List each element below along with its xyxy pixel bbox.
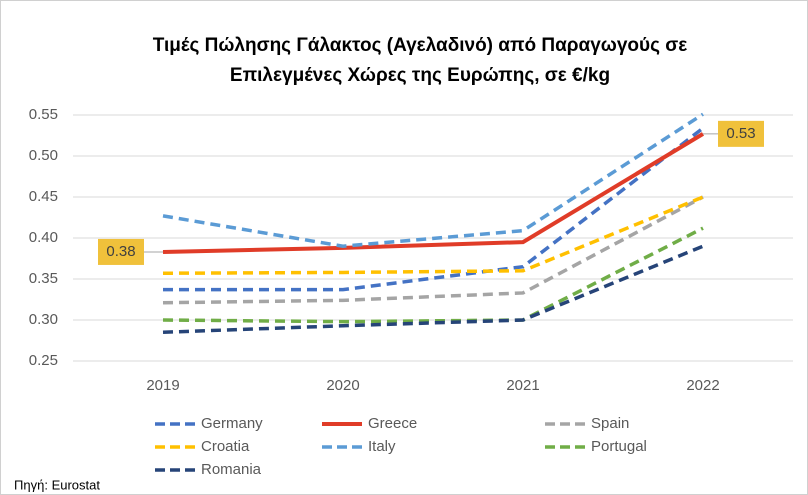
y-tick-label: 0.30 [29,311,58,328]
series-line [162,244,704,335]
legend-label: Italy [368,438,396,455]
data-label-box [98,238,144,265]
chart-title: Επιλεγμένες Χώρες της Ευρώπης, σε €/kg [230,65,610,86]
legend-label: Romania [201,461,262,478]
x-tick-label: 2020 [326,377,359,394]
series-line [162,132,705,254]
y-tick-label: 0.50 [29,147,58,164]
source-note: Πηγή: Eurostat [14,477,100,492]
y-tick-label: 0.25 [29,352,58,369]
chart-title: Τιμές Πώλησης Γάλακτος (Αγελαδινό) από Π… [153,35,688,56]
x-tick-label: 2022 [686,377,719,394]
x-tick-label: 2019 [146,377,179,394]
series-line [162,112,704,248]
y-tick-label: 0.55 [29,106,58,123]
y-tick-label: 0.45 [29,188,58,205]
data-label: 0.53 [726,125,755,142]
x-tick-label: 2021 [506,377,539,394]
data-label-box [718,120,764,147]
y-tick-label: 0.35 [29,270,58,287]
series-line [163,126,705,292]
y-tick-label: 0.40 [29,229,58,246]
legend-label: Croatia [201,438,250,455]
data-label: 0.38 [106,243,135,260]
legend-label: Germany [201,415,263,432]
series-line [162,195,704,276]
legend-label: Portugal [591,438,647,455]
legend-label: Greece [368,415,417,432]
legend-label: Spain [591,415,629,432]
